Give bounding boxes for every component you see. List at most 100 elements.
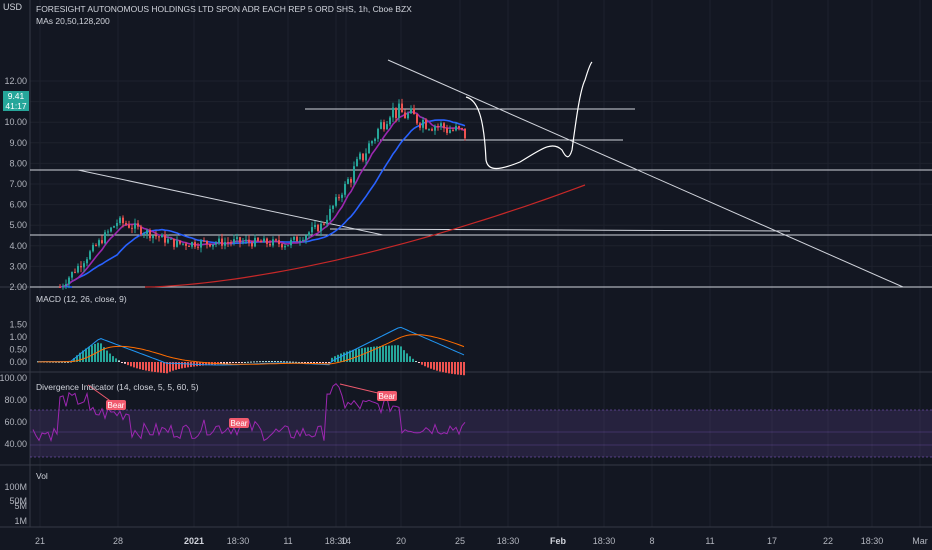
macd-bar xyxy=(265,361,267,363)
price-tick-label: 9.00 xyxy=(9,138,27,148)
divergence-legend: Divergence Indicator (14, close, 5, 5, 6… xyxy=(36,382,199,392)
time-tick-label: Mar xyxy=(912,536,928,546)
candle-body xyxy=(107,231,109,233)
candle-body xyxy=(284,245,286,248)
macd-bar xyxy=(424,362,426,367)
macd-bar xyxy=(82,350,84,362)
time-tick-label: 22 xyxy=(823,536,833,546)
macd-bar xyxy=(418,362,420,363)
price-tick-label: 3.00 xyxy=(9,261,27,271)
candle-body xyxy=(179,240,181,244)
macd-bar xyxy=(238,362,240,363)
candle-body xyxy=(272,239,274,246)
macd-bar xyxy=(232,362,234,363)
macd-bar xyxy=(421,362,423,365)
macd-bar xyxy=(139,362,141,370)
trendline-downtrend xyxy=(387,59,904,288)
macd-bar xyxy=(76,355,78,362)
macd-bar xyxy=(235,362,237,363)
candle-body xyxy=(269,243,271,246)
candle-body xyxy=(239,237,241,243)
horizontal-levels[interactable] xyxy=(30,108,932,288)
macd-bar xyxy=(340,353,342,362)
projection-path[interactable] xyxy=(465,61,593,170)
candle-body xyxy=(233,239,235,243)
macd-bar xyxy=(370,346,372,362)
candle-body xyxy=(377,128,379,139)
last-price-badge: 9.41 41:17 xyxy=(3,91,29,111)
candle-body xyxy=(407,113,409,119)
candle-body xyxy=(293,236,295,240)
macd-bar xyxy=(130,362,132,367)
candle-body xyxy=(380,122,382,129)
price-tick-label: 7.00 xyxy=(9,179,27,189)
macd-bar xyxy=(451,362,453,374)
candle-body xyxy=(317,224,319,232)
macd-bar xyxy=(457,362,459,375)
macd-bar xyxy=(118,360,120,362)
candle-body xyxy=(335,197,337,206)
macd-bar xyxy=(100,343,102,362)
macd-bar xyxy=(376,346,378,362)
candle-body xyxy=(95,244,97,246)
macd-legend: MACD (12, 26, close, 9) xyxy=(36,294,127,304)
candle-body xyxy=(221,238,223,246)
trend-lines[interactable] xyxy=(77,59,904,288)
candle-body xyxy=(302,239,304,241)
candle-body xyxy=(320,223,322,232)
candle-body xyxy=(149,230,151,239)
macd-bar xyxy=(244,361,246,363)
price-tick-label: 8.00 xyxy=(9,158,27,168)
candle-body xyxy=(170,238,172,240)
macd-bar xyxy=(157,362,159,373)
candle-body xyxy=(398,103,400,118)
candle-body xyxy=(257,237,259,241)
macd-signal-line xyxy=(38,334,465,365)
candle-body xyxy=(413,108,415,115)
macd-bar xyxy=(160,362,162,373)
macd-bar xyxy=(247,361,249,363)
macd-bar xyxy=(163,362,165,374)
macd-bar xyxy=(442,362,444,373)
time-tick-label: 11 xyxy=(283,536,292,546)
candle-body xyxy=(128,224,130,228)
candle-body xyxy=(461,128,463,130)
macd-bar xyxy=(310,362,312,363)
candle-body xyxy=(350,179,352,183)
candle-body xyxy=(248,239,250,243)
candle-body xyxy=(455,126,457,131)
macd-y-axis: 1.50 1.00 0.50 0.00 xyxy=(9,320,27,368)
macd-bar xyxy=(349,350,351,362)
volume-tick-label: 5M xyxy=(14,501,27,511)
macd-bar xyxy=(268,361,270,363)
macd-bar xyxy=(292,361,294,363)
macd-bar xyxy=(367,347,369,362)
candle-body xyxy=(347,179,349,184)
candle-body xyxy=(182,243,184,245)
macd-bar xyxy=(148,362,150,372)
macd-bar xyxy=(58,361,60,363)
candle-body xyxy=(77,265,79,273)
macd-bar xyxy=(346,351,348,362)
candle-body xyxy=(425,119,427,130)
candle-body xyxy=(185,243,187,246)
macd-bar xyxy=(166,362,168,374)
time-tick-label: 14 xyxy=(341,536,351,546)
mas-legend: MAs 20,50,128,200 xyxy=(36,16,110,26)
macd-bar xyxy=(307,362,309,363)
candle-body xyxy=(245,239,247,242)
candle-body xyxy=(86,259,88,264)
candle-body xyxy=(359,153,361,160)
svg-text:Bear: Bear xyxy=(379,392,396,401)
macd-bar xyxy=(343,352,345,362)
macd-bar xyxy=(91,345,93,362)
candle-body xyxy=(122,217,124,224)
time-tick-label: 8 xyxy=(649,536,654,546)
candle-body xyxy=(464,128,466,139)
macd-bar xyxy=(406,353,408,362)
macd-bar xyxy=(256,361,258,363)
macd-bar xyxy=(379,346,381,362)
candle-body xyxy=(281,244,283,248)
